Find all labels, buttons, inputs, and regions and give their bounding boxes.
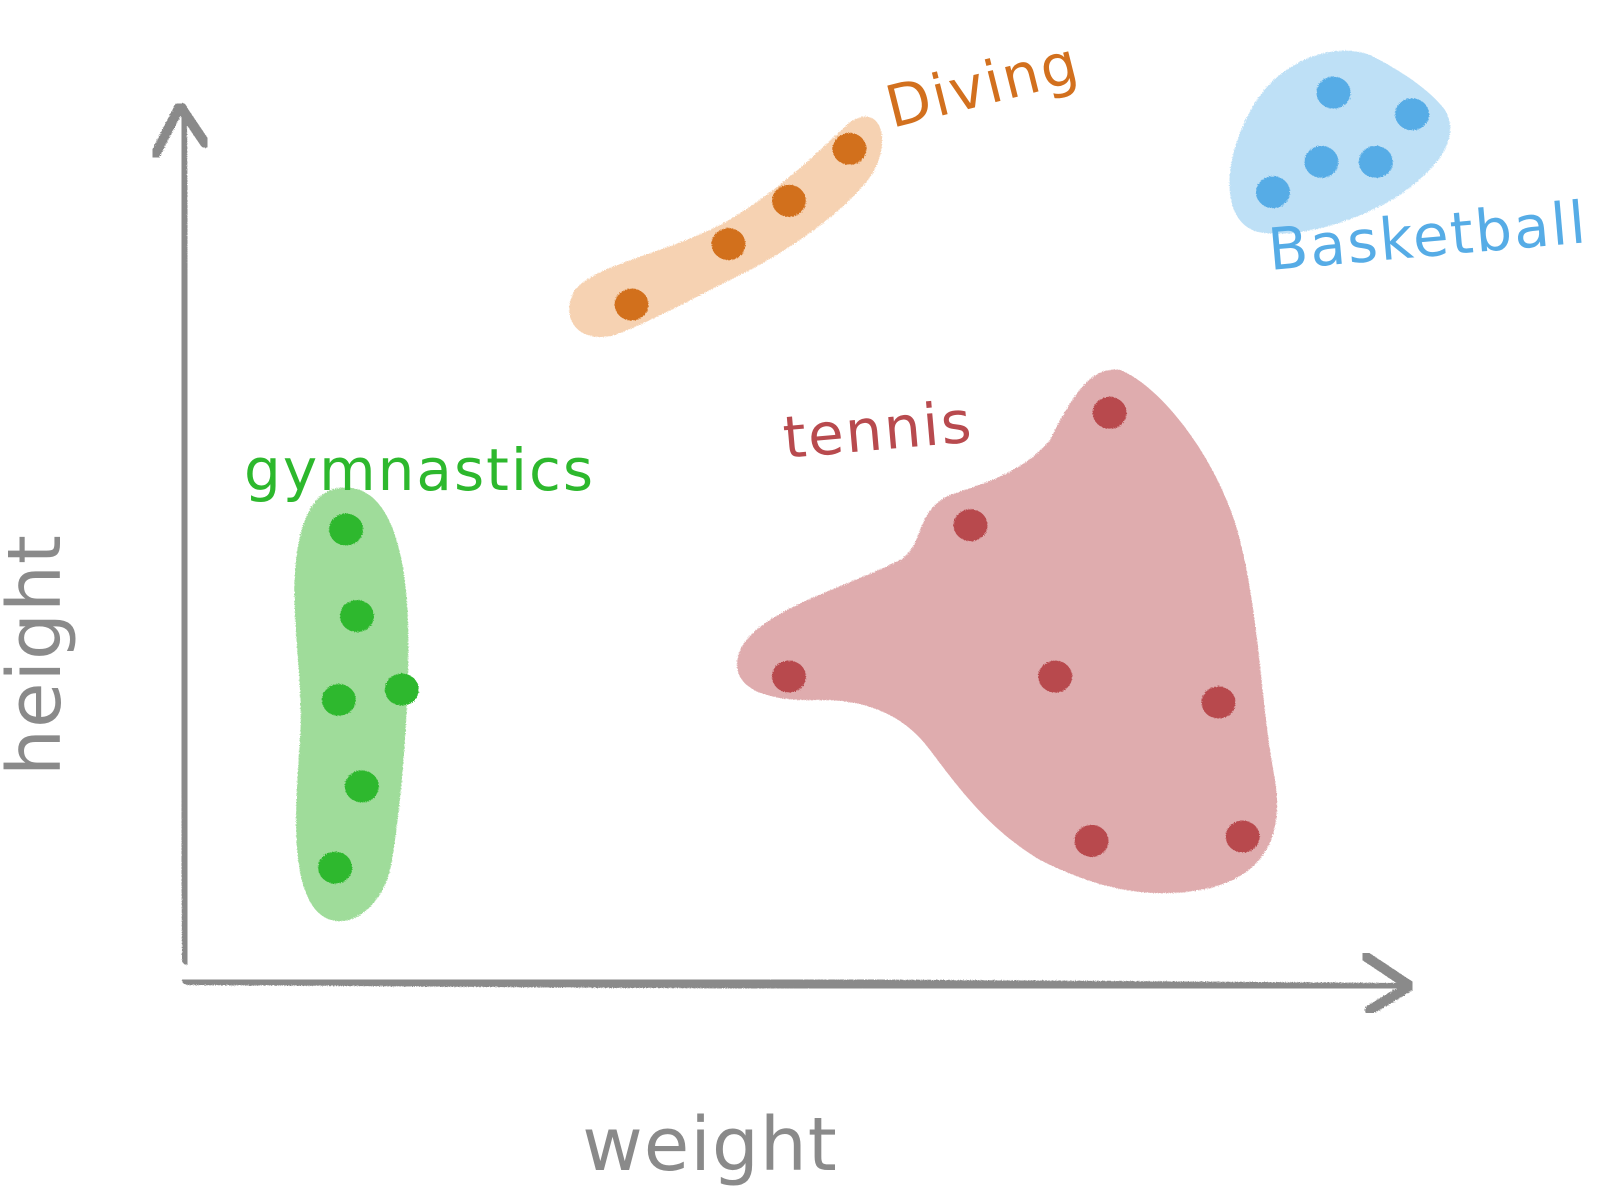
basketball-point-1 bbox=[1316, 76, 1351, 109]
cluster-blobs bbox=[294, 50, 1451, 922]
x-axis-title: weight bbox=[582, 1102, 838, 1188]
tennis-point-6 bbox=[1074, 824, 1109, 857]
x-axis-arrowhead bbox=[1360, 951, 1415, 1015]
gymnastics-point-6 bbox=[318, 851, 353, 884]
x-axis-line bbox=[182, 975, 1410, 993]
tennis-point-5 bbox=[1201, 686, 1236, 719]
basketball-point-4 bbox=[1358, 145, 1393, 178]
basketball-point-3 bbox=[1304, 145, 1339, 178]
diving-cluster-blob bbox=[569, 116, 883, 337]
gymnastics-point-5 bbox=[344, 770, 379, 803]
gymnastics-point-1 bbox=[329, 513, 364, 546]
diving-point-3 bbox=[772, 184, 806, 217]
diving-point-2 bbox=[711, 228, 746, 261]
basketball-point-2 bbox=[1395, 98, 1430, 131]
gymnastics-point-4 bbox=[384, 673, 419, 706]
series-label-gymnastics: gymnastics bbox=[244, 436, 595, 504]
tennis-cluster-blob bbox=[737, 369, 1278, 894]
series-label-diving: Diving bbox=[879, 28, 1086, 142]
gymnastics-point-3 bbox=[321, 683, 356, 716]
basketball-point-5 bbox=[1256, 176, 1290, 209]
diving-point-1 bbox=[614, 288, 649, 321]
diving-point-4 bbox=[832, 132, 867, 165]
tennis-point-3 bbox=[772, 660, 806, 693]
gymnastics-point-2 bbox=[340, 600, 374, 632]
y-axis-line bbox=[177, 103, 192, 965]
tennis-point-1 bbox=[1092, 396, 1127, 429]
tennis-point-7 bbox=[1225, 820, 1260, 853]
y-axis-title: height bbox=[0, 534, 78, 776]
data-points bbox=[318, 76, 1430, 884]
axes bbox=[150, 101, 1415, 1015]
series-label-tennis: tennis bbox=[780, 388, 975, 472]
tennis-point-4 bbox=[1038, 660, 1073, 693]
tennis-point-2 bbox=[953, 509, 988, 542]
y-axis-arrowhead bbox=[150, 101, 210, 160]
